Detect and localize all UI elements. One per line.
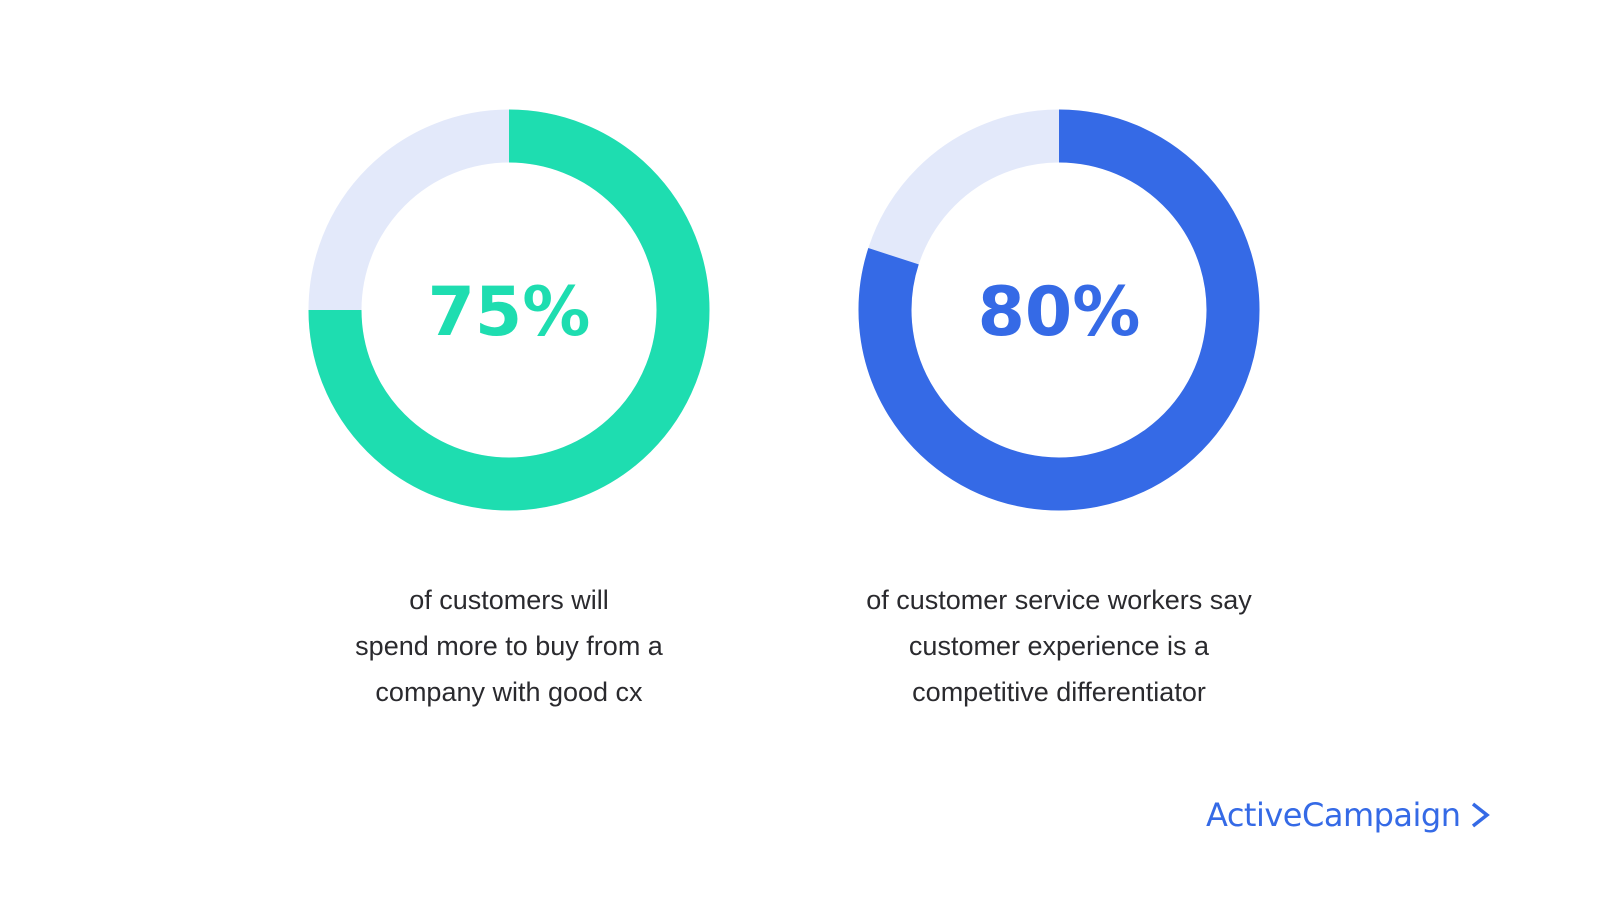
brand-logo: ActiveCampaign [1206, 796, 1491, 834]
caption-line: company with good cx [375, 677, 643, 707]
caption-line: competitive differentiator [912, 677, 1206, 707]
brand-name: ActiveCampaign [1206, 796, 1461, 834]
caption-line: spend more to buy from a [355, 631, 663, 661]
chevron-right-icon [1471, 802, 1490, 828]
caption-line: of customers will [409, 585, 609, 615]
caption-1: of customers will spend more to buy from… [249, 577, 769, 715]
donut-value-label: 80% [978, 273, 1141, 352]
donut-value-arc [308, 109, 710, 511]
donut-value-label: 75% [428, 273, 591, 352]
donut-value-arc [858, 109, 1260, 511]
caption-line: of customer service workers say [866, 585, 1252, 615]
caption-line: customer experience is a [908, 631, 1210, 661]
caption-2: of customer service workers say customer… [799, 577, 1319, 715]
